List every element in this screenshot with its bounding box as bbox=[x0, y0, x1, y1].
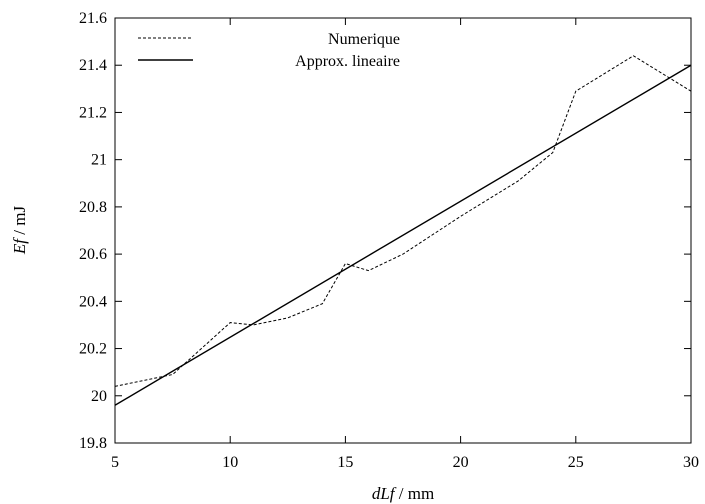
x-axis-label-unit: / mm bbox=[395, 484, 435, 503]
x-tick-label: 10 bbox=[222, 454, 238, 471]
x-tick-label: 25 bbox=[568, 454, 584, 471]
x-tick-label: 30 bbox=[683, 454, 699, 471]
y-tick-label: 21.2 bbox=[79, 104, 107, 121]
y-tick-label: 21.6 bbox=[79, 10, 107, 27]
y-tick-label: 20 bbox=[91, 388, 107, 405]
legend-label-numerique: Numerique bbox=[328, 31, 400, 48]
y-axis-label-var: Ef bbox=[10, 237, 29, 255]
x-tick-label: 5 bbox=[111, 454, 119, 471]
y-tick-label: 20.6 bbox=[79, 246, 107, 263]
x-axis-label-var: dLf bbox=[372, 484, 397, 503]
x-tick-label: 15 bbox=[337, 454, 353, 471]
ticks-layer: 5 10 15 20 25 30 19.8 20 20.2 20.4 20.6 20.8 21 21.2 2… bbox=[79, 10, 699, 471]
y-tick-label: 20.8 bbox=[79, 199, 107, 216]
legend: Numerique Approx. lineaire bbox=[138, 31, 400, 70]
x-tick-label: 20 bbox=[453, 454, 469, 471]
plot-frame bbox=[114, 17, 692, 444]
y-axis-label-unit: / mJ bbox=[10, 206, 29, 239]
y-axis-label: Ef / mJ bbox=[10, 206, 29, 256]
series-line-numerique bbox=[114, 55, 692, 387]
y-tick-label: 21.4 bbox=[79, 57, 107, 74]
x-axis-label: dLf / mm bbox=[372, 484, 434, 503]
series-layer bbox=[114, 55, 692, 406]
y-tick-label: 21 bbox=[91, 152, 107, 169]
y-tick-label: 19.8 bbox=[79, 435, 107, 452]
y-tick-label: 20.4 bbox=[79, 293, 107, 310]
legend-label-approx: Approx. lineaire bbox=[295, 53, 400, 70]
y-tick-label: 20.2 bbox=[79, 341, 107, 358]
series-line-approx-lineaire bbox=[114, 64, 692, 406]
